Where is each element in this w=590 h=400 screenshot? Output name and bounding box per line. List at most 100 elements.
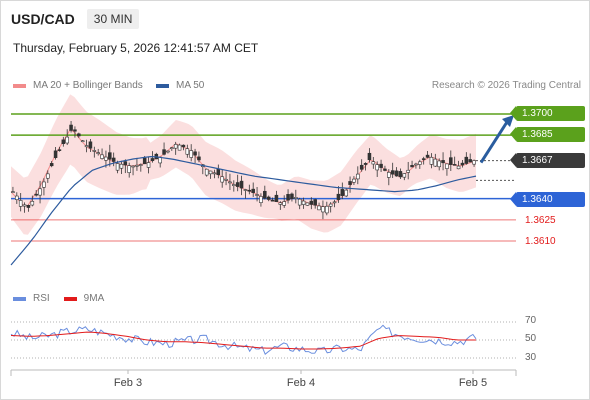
candle-body [216, 168, 221, 176]
candle [115, 160, 120, 174]
candle-body [301, 200, 306, 205]
candle [239, 175, 244, 196]
candle [325, 201, 329, 216]
candle-body [170, 147, 174, 149]
candle-body [375, 164, 379, 171]
candle [456, 160, 461, 170]
candle-body [73, 129, 77, 132]
x-tick-feb4: Feb 4 [286, 377, 316, 389]
candle [38, 180, 42, 204]
candle [247, 184, 252, 195]
candle-body [53, 150, 58, 158]
candle-body [88, 141, 93, 149]
candle-body [456, 165, 461, 170]
candle [232, 180, 236, 192]
candle-body [274, 194, 279, 202]
candle-body [336, 193, 341, 200]
ma50-label: MA 50 [176, 80, 205, 91]
rsi-swatch [13, 296, 26, 301]
bollinger-swatch [13, 83, 26, 88]
candle [88, 139, 93, 152]
candle-body [297, 198, 302, 206]
candle [441, 152, 445, 171]
candle-body [371, 161, 376, 165]
candle-body [80, 140, 85, 143]
candle [321, 200, 325, 220]
x-axis [10, 369, 517, 376]
candle [65, 129, 69, 146]
level-r1-label: 1.3685 [510, 127, 585, 142]
candle-body [228, 181, 232, 184]
candle-body [135, 164, 139, 167]
candle-body [193, 151, 197, 156]
candle [100, 148, 104, 160]
candle [379, 159, 383, 173]
candle-body [131, 165, 135, 168]
candle [34, 190, 38, 197]
candle [111, 152, 116, 167]
candle [173, 141, 178, 155]
candle-body [38, 188, 42, 196]
candle [15, 192, 19, 204]
header: USD/CAD 30 MIN [11, 8, 140, 30]
candle [332, 199, 337, 208]
timeframe-badge[interactable]: 30 MIN [86, 9, 140, 29]
candle-body [111, 157, 116, 162]
legend-ma50: MA 50 [156, 80, 204, 91]
candle [297, 197, 302, 210]
candle-body [173, 144, 178, 149]
candle [270, 197, 275, 202]
candle [197, 151, 201, 163]
candle-body [387, 172, 391, 178]
candle-body [104, 156, 108, 161]
candle [243, 188, 248, 199]
candle [375, 161, 379, 177]
candle-body [433, 158, 438, 167]
candle [282, 195, 286, 208]
candle-body [441, 160, 445, 164]
candle-body [286, 194, 290, 201]
candle-body [69, 124, 73, 131]
candle-body [278, 202, 283, 205]
price-panel [10, 94, 516, 266]
candle [135, 157, 139, 171]
candle-body [251, 188, 255, 193]
candle [437, 158, 441, 171]
candle-body [468, 159, 472, 163]
candle [371, 157, 376, 169]
candle [429, 153, 434, 169]
candle [166, 150, 170, 154]
candle [18, 192, 23, 212]
candle [119, 160, 124, 175]
candle [348, 176, 352, 193]
candle [410, 160, 414, 168]
candle-body [181, 144, 186, 148]
candle-body [348, 181, 352, 185]
candle [69, 121, 73, 133]
candle-body [177, 144, 182, 151]
candle [464, 152, 469, 165]
candle [11, 186, 15, 193]
ma50-swatch [156, 83, 169, 88]
candle-body [92, 150, 97, 152]
rsi-panel [10, 321, 516, 359]
candle-body [232, 184, 236, 186]
candle-body [313, 199, 317, 206]
candle [53, 147, 58, 160]
candle-body [247, 189, 252, 192]
candle [363, 162, 368, 171]
pair-title: USD/CAD [11, 11, 75, 27]
candle-body [77, 133, 81, 137]
candle-body [123, 161, 128, 166]
candle [452, 156, 457, 166]
candle-body [235, 182, 240, 187]
rsi-ma-line [10, 331, 476, 350]
candle [61, 136, 66, 147]
candle [340, 182, 345, 200]
candle [301, 197, 306, 209]
candle-body [390, 170, 395, 175]
candle-body [57, 149, 62, 151]
candle-body [359, 164, 364, 170]
candle-body [189, 150, 193, 158]
